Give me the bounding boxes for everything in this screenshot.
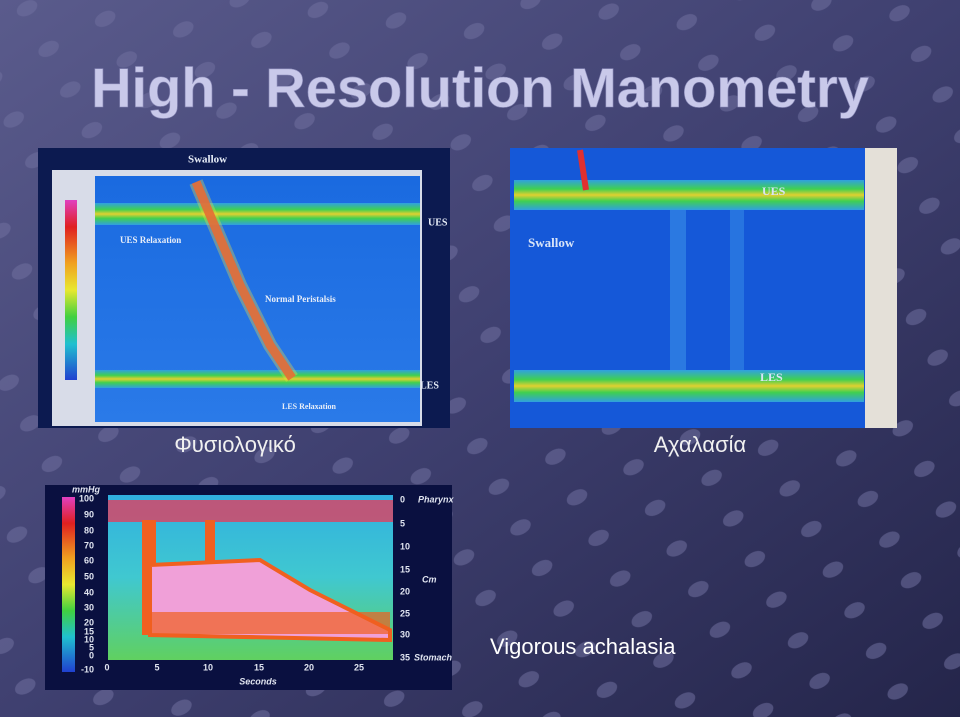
time-label: Seconds: [239, 676, 277, 686]
depth-tick: 5: [400, 518, 405, 528]
pressure-tick: 80: [84, 525, 94, 535]
pressure-tick: 70: [84, 540, 94, 550]
time-tick: 15: [254, 662, 264, 672]
image-label: Swallow: [528, 235, 575, 250]
caption: Φυσιολογικό: [174, 432, 296, 457]
pressure-tick: 15: [84, 626, 94, 636]
depth-tick: 10: [400, 541, 410, 551]
depth-label: Stomach: [414, 652, 453, 662]
time-tick: 20: [304, 662, 314, 672]
depth-label: Pharynx: [418, 494, 455, 504]
time-tick: 0: [104, 662, 109, 672]
image-label: Swallow: [188, 154, 227, 166]
pressure-tick: 90: [84, 509, 94, 519]
pressure-tick: 5: [89, 642, 94, 652]
time-tick: 10: [203, 662, 213, 672]
pressure-tick: 0: [89, 650, 94, 660]
time-tick: 25: [354, 662, 364, 672]
caption: Αχαλασία: [654, 432, 747, 457]
pressure-tick: 40: [84, 587, 94, 597]
image-label: LES Relaxation: [282, 402, 337, 411]
pressure-tick: 60: [84, 555, 94, 565]
depth-tick: 15: [400, 564, 410, 574]
pressure-tick: 30: [84, 602, 94, 612]
panel-achalasia: [510, 148, 897, 428]
image-label: Normal Peristalsis: [265, 294, 336, 304]
depth-label: Cm: [422, 574, 437, 584]
depth-tick: 25: [400, 608, 410, 618]
panel-vigorous: [45, 485, 452, 690]
depth-tick: 30: [400, 629, 410, 639]
image-label: LES: [420, 380, 439, 391]
pressure-tick: -10: [81, 664, 94, 674]
depth-tick: 20: [400, 586, 410, 596]
time-tick: 5: [154, 662, 159, 672]
depth-tick: 35: [400, 652, 410, 662]
pressure-tick: 20: [84, 617, 94, 627]
slide-title: High - Resolution Manometry: [91, 56, 869, 119]
axis-unit: mmHg: [72, 484, 101, 494]
pressure-tick: 100: [79, 493, 94, 503]
pressure-tick: 50: [84, 571, 94, 581]
image-label: LES: [760, 370, 783, 384]
depth-tick: 0: [400, 494, 405, 504]
image-label: UES: [762, 184, 786, 198]
pressure-tick: 10: [84, 634, 94, 644]
image-label: UES: [428, 217, 448, 228]
panel-normal: [38, 148, 450, 428]
image-label: UES Relaxation: [120, 235, 181, 245]
caption: Vigorous achalasia: [490, 634, 676, 659]
